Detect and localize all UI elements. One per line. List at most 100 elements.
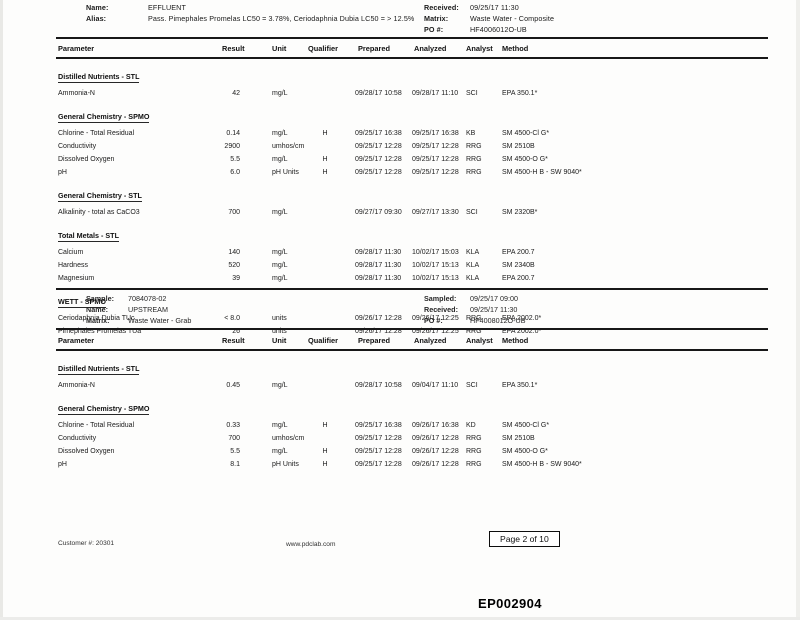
sample-1-name-value: EFFLUENT <box>148 3 186 12</box>
table-1-head-rule <box>56 57 768 59</box>
cell-analyst: RRG <box>466 169 482 176</box>
cell-prepared: 09/25/17 12:28 <box>355 156 402 163</box>
cell-parameter: Alkalinity - total as CaCO3 <box>58 209 140 216</box>
cell-analyst: SCI <box>466 209 478 216</box>
th2-parameter: Parameter <box>58 336 95 345</box>
cell-prepared: 09/28/17 10:58 <box>355 382 402 389</box>
cell-analyzed: 09/04/17 11:10 <box>412 382 459 389</box>
th2-result: Result <box>222 336 245 345</box>
cell-analyzed: 09/26/17 12:28 <box>412 448 459 455</box>
cell-method: SM 4500-O G* <box>502 448 548 455</box>
sample-1-alias-label: Alias: <box>86 14 107 23</box>
sample-2-received-label: Received: <box>424 305 458 314</box>
cell-analyst: RRG <box>466 461 482 468</box>
scan-edge-right <box>796 0 800 620</box>
cell-prepared: 09/26/17 12:28 <box>355 328 402 335</box>
cell-qualifier: H <box>322 130 328 137</box>
th-parameter: Parameter <box>58 44 95 53</box>
cell-analyzed: 09/27/17 13:30 <box>412 209 459 216</box>
cell-analyst: KLA <box>466 275 480 282</box>
cell-analyst: RRG <box>466 315 482 322</box>
cell-result: 0.45 <box>226 382 240 389</box>
cell-unit: umhos/cm <box>272 435 305 442</box>
section-header: General Chemistry - SPMO <box>58 112 150 123</box>
cell-parameter: Dissolved Oxygen <box>58 156 115 163</box>
cell-prepared: 09/28/17 10:58 <box>355 90 402 97</box>
cell-unit: mg/L <box>272 448 288 455</box>
cell-parameter: Hardness <box>58 262 88 269</box>
cell-qualifier: H <box>322 156 328 163</box>
cell-method: EPA 200.7 <box>502 249 535 256</box>
cell-analyzed: 09/26/17 12:25 <box>412 315 459 322</box>
cell-prepared: 09/25/17 12:28 <box>355 169 402 176</box>
cell-parameter: Chlorine - Total Residual <box>58 130 135 137</box>
cell-unit: pH Units <box>272 169 299 176</box>
cell-prepared: 09/25/17 16:38 <box>355 130 402 137</box>
th-analyst: Analyst <box>466 44 493 53</box>
cell-result: 0.14 <box>226 130 240 137</box>
cell-method: EPA 200.7 <box>502 275 535 282</box>
cell-analyst: RRG <box>466 156 482 163</box>
cell-analyzed: 09/26/17 12:28 <box>412 461 459 468</box>
cell-method: SM 4500-Cl G* <box>502 422 550 429</box>
cell-analyst: KB <box>466 130 476 137</box>
th-result: Result <box>222 44 245 53</box>
cell-analyst: KLA <box>466 262 480 269</box>
cell-prepared: 09/28/17 11:30 <box>355 262 402 269</box>
cell-result: 5.5 <box>230 448 240 455</box>
cell-analyzed: 09/25/17 12:28 <box>412 156 459 163</box>
cell-qualifier: H <box>322 461 328 468</box>
section-header: General Chemistry - SPMO <box>58 404 150 415</box>
th-unit: Unit <box>272 44 287 53</box>
cell-prepared: 09/27/17 09:30 <box>355 209 402 216</box>
th-method: Method <box>502 44 529 53</box>
cell-prepared: 09/25/17 12:28 <box>355 461 402 468</box>
bates-number: EP002904 <box>478 596 542 611</box>
sample-2-name-value: UPSTREAM <box>128 305 168 314</box>
sample-2-name-label: Name: <box>86 305 108 314</box>
cell-unit: mg/L <box>272 130 288 137</box>
cell-qualifier: H <box>322 448 328 455</box>
section-header: Distilled Nutrients - STL <box>58 364 140 375</box>
th2-analyst: Analyst <box>466 336 493 345</box>
cell-analyzed: 10/02/17 15:03 <box>412 249 459 256</box>
cell-unit: mg/L <box>272 382 288 389</box>
cell-analyst: KLA <box>466 249 480 256</box>
th2-analyzed: Analyzed <box>414 336 447 345</box>
cell-unit: mg/L <box>272 275 288 282</box>
cell-result: 2900 <box>224 143 240 150</box>
cell-prepared: 09/25/17 12:28 <box>355 435 402 442</box>
cell-parameter: Dissolved Oxygen <box>58 448 115 455</box>
cell-unit: units <box>272 328 287 335</box>
cell-qualifier: H <box>322 422 328 429</box>
cell-result: 700 <box>228 435 240 442</box>
table-2-head-rule <box>56 349 768 351</box>
cell-analyst: SCI <box>466 382 478 389</box>
cell-result: 6.0 <box>230 169 240 176</box>
cell-analyst: RRG <box>466 448 482 455</box>
cell-method: EPA 2002.0* <box>502 328 542 335</box>
th2-qualifier: Qualifier <box>308 336 338 345</box>
cell-unit: pH Units <box>272 461 299 468</box>
th2-method: Method <box>502 336 529 345</box>
sample-2-po-value: HF4008012O-UB <box>470 316 526 325</box>
sample-2-received-value: 09/25/17 11:30 <box>470 305 518 314</box>
website-url[interactable]: www.pdclab.com <box>286 541 336 548</box>
header-rule-1 <box>56 37 768 39</box>
cell-analyzed: 09/26/17 16:38 <box>412 422 459 429</box>
cell-analyst: SCI <box>466 90 478 97</box>
cell-analyzed: 09/25/17 16:38 <box>412 130 459 137</box>
scan-edge-bottom <box>0 617 800 620</box>
sample-2-po-label: PO #: <box>424 316 443 325</box>
cell-prepared: 09/28/17 11:30 <box>355 249 402 256</box>
cell-qualifier: H <box>322 169 328 176</box>
cell-method: SM 2320B* <box>502 209 538 216</box>
sample-1-alias-value: Pass. Pimephales Promelas LC50 = 3.78%, … <box>148 14 415 23</box>
cell-analyzed: 10/02/17 15:13 <box>412 262 459 269</box>
section-header: General Chemistry - STL <box>58 191 142 202</box>
cell-analyst: KD <box>466 422 476 429</box>
cell-method: SM 4500-H B - SW 9040* <box>502 461 582 468</box>
cell-analyzed: 09/25/17 12:28 <box>412 169 459 176</box>
